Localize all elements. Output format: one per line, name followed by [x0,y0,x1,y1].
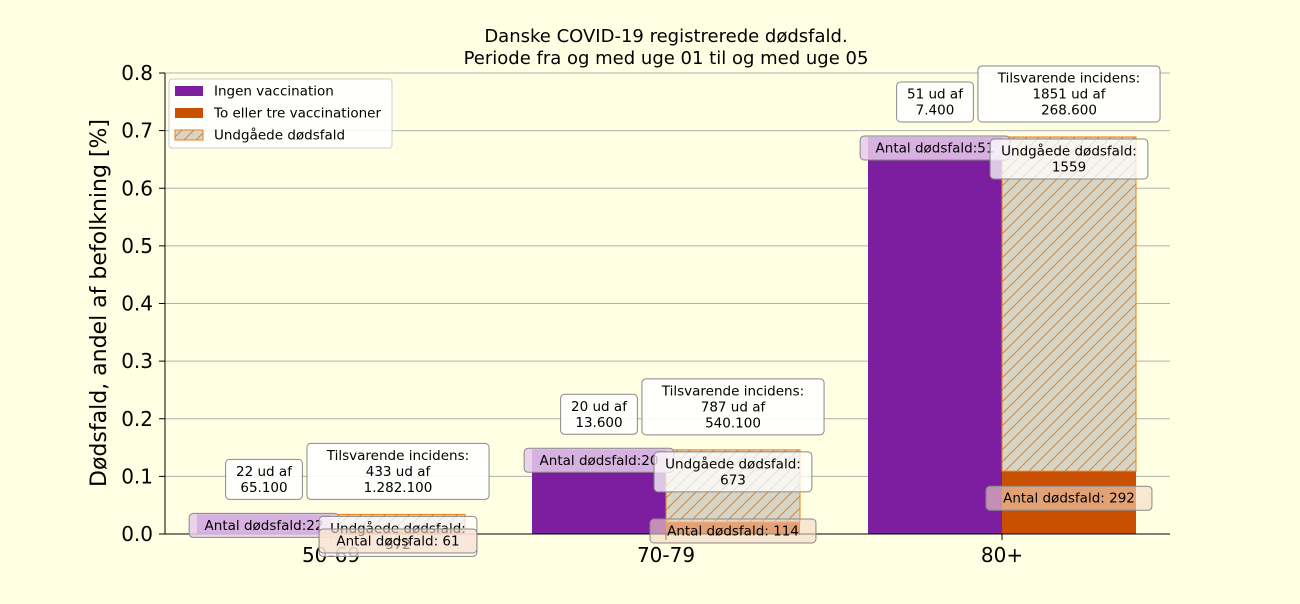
y-tick-label: 0.1 [121,464,153,488]
annotation-vaccinated-deaths: Antal dødsfald: 114 [649,518,817,544]
annotation-unvaccinated-deaths: Antal dødsfald:20 [523,447,675,473]
annotation-avoided-deaths-text: 1559 [1052,159,1086,175]
annotation-incidence-text: 1851 ud af [1032,86,1106,102]
annotation-avoided-deaths: Undgåede dødsfald:1559 [989,138,1149,180]
annotation-vaccinated-deaths-box [318,528,478,554]
y-tick-label: 0.6 [121,176,153,200]
y-axis-label: Dødsfald, andel af befolkning [%] [87,119,112,487]
annotation-unvaccinated-ratio-text: 51 ud af [907,86,964,102]
annotation-avoided-deaths-box [989,138,1149,180]
annotation-avoided-deaths-text: Undgåede dødsfald: [1001,142,1137,159]
annotation-avoided-deaths-text: 673 [720,472,746,488]
annotation-unvaccinated-ratio-box [896,81,974,123]
annotation-unvaccinated-deaths-text: Antal dødsfald:51 [876,140,995,156]
y-tick-label: 0.4 [121,292,153,316]
y-tick-label: 0.7 [121,119,153,143]
annotation-unvaccinated-ratio-box [560,393,638,435]
y-tick-label: 0.8 [121,61,153,85]
annotation-incidence-text: 787 ud af [701,399,767,415]
legend: Ingen vaccination To eller tre vaccinatio… [168,78,393,149]
chart-title: Danske COVID-19 registrerede dødsfald. [484,26,847,47]
annotation-incidence-text: Tilsvarende incidens: [326,448,469,464]
x-tick-label: 80+ [981,543,1023,567]
annotation-incidence-text: 540.100 [705,415,761,431]
annotation-vaccinated-deaths: Antal dødsfald: 61 [318,528,478,554]
annotation-incidence-text: Tilsvarende incidens: [997,70,1140,86]
annotation-incidence-box [306,442,490,500]
bar-ingen-vaccination [868,136,1002,534]
annotation-unvaccinated-deaths-text: Antal dødsfald:20 [540,453,659,469]
x-tick-label: 70-79 [637,543,695,567]
annotation-incidence-text: Tilsvarende incidens: [661,383,804,399]
annotation-incidence-box [977,65,1161,123]
legend-label: Ingen vaccination [214,84,334,100]
legend-swatch [175,108,203,118]
annotation-vaccinated-deaths-text: Antal dødsfald: 292 [1003,491,1135,507]
annotation-vaccinated-deaths-box [985,485,1153,511]
annotation-avoided-deaths-box [653,451,813,493]
annotation-unvaccinated-ratio-text: 7.400 [916,102,955,118]
annotation-incidence: Tilsvarende incidens:433 ud af1.282.100 [306,442,490,500]
bar-undgaaede-doedsfald [1001,136,1137,472]
y-tick-label: 0.3 [121,349,153,373]
chart-subtitle: Periode fra og med uge 01 til og med uge… [464,48,869,69]
y-tick-label: 0.5 [121,234,153,258]
annotation-unvaccinated-deaths: Antal dødsfald:22 [188,512,340,538]
annotation-incidence-text: 433 ud af [366,464,432,480]
legend-swatch [174,129,204,141]
y-tick-label: 0.2 [121,407,153,431]
annotation-incidence-text: 1.282.100 [364,480,433,496]
annotation-vaccinated-deaths-box [649,518,817,544]
annotation-unvaccinated-ratio-box [225,458,303,500]
annotation-incidence-box [641,378,825,436]
legend-frame [168,78,393,149]
legend-swatch [175,86,203,96]
legend-label: Undgåede dødsfald [214,127,345,144]
annotation-vaccinated-deaths-text: Antal dødsfald: 114 [667,524,799,540]
annotation-vaccinated-deaths: Antal dødsfald: 292 [985,485,1153,511]
annotation-unvaccinated-deaths: Antal dødsfald:51 [859,135,1011,161]
annotation-avoided-deaths-text: Undgåede dødsfald: [665,455,801,472]
annotation-unvaccinated-ratio-text: 13.600 [575,415,622,431]
annotation-unvaccinated-ratio: 51 ud af7.400 [896,81,974,123]
annotation-avoided-deaths: Undgåede dødsfald:673 [653,451,813,493]
annotation-incidence-text: 268.600 [1041,102,1097,118]
annotation-vaccinated-deaths-text: Antal dødsfald: 61 [336,534,459,550]
annotation-unvaccinated-ratio-text: 22 ud af [236,464,293,480]
y-tick-label: 0.0 [121,522,153,546]
annotation-unvaccinated-ratio-text: 20 ud af [571,399,628,415]
legend-label: To eller tre vaccinationer [213,106,381,122]
annotation-unvaccinated-deaths-text: Antal dødsfald:22 [205,518,324,534]
annotation-unvaccinated-ratio-text: 65.100 [240,480,287,496]
